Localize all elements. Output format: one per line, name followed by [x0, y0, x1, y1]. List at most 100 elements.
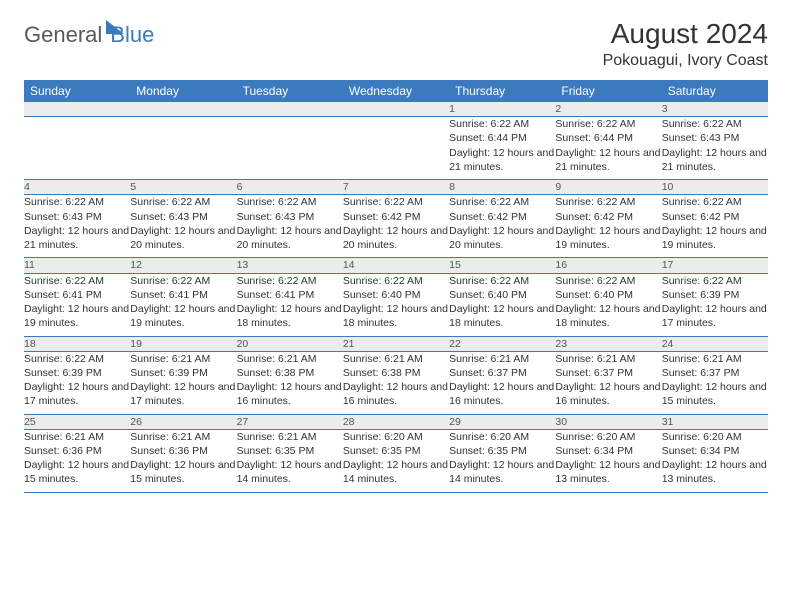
sunset-line: Sunset: 6:35 PM: [449, 444, 555, 458]
sunrise-line: Sunrise: 6:22 AM: [555, 274, 661, 288]
day-number-cell: 25: [24, 414, 130, 429]
day-number-cell: 11: [24, 258, 130, 273]
sunset-line: Sunset: 6:36 PM: [24, 444, 130, 458]
day-number-cell: 3: [662, 102, 768, 117]
sunset-line: Sunset: 6:37 PM: [662, 366, 768, 380]
page-title: August 2024: [603, 18, 768, 50]
sunrise-line: Sunrise: 6:22 AM: [343, 274, 449, 288]
weekday-header: Tuesday: [237, 80, 343, 102]
day-content-cell: Sunrise: 6:21 AMSunset: 6:36 PMDaylight:…: [130, 429, 236, 492]
calendar-header-row: SundayMondayTuesdayWednesdayThursdayFrid…: [24, 80, 768, 102]
day-content-cell: Sunrise: 6:20 AMSunset: 6:35 PMDaylight:…: [343, 429, 449, 492]
daylight-line: Daylight: 12 hours and 14 minutes.: [449, 458, 555, 486]
daylight-line: Daylight: 12 hours and 14 minutes.: [343, 458, 449, 486]
day-number-cell: [343, 102, 449, 117]
day-content-cell: Sunrise: 6:22 AMSunset: 6:43 PMDaylight:…: [662, 117, 768, 180]
sunrise-line: Sunrise: 6:21 AM: [555, 352, 661, 366]
daylight-line: Daylight: 12 hours and 15 minutes.: [24, 458, 130, 486]
sunset-line: Sunset: 6:42 PM: [555, 210, 661, 224]
sunrise-line: Sunrise: 6:22 AM: [237, 274, 343, 288]
day-number-cell: 13: [237, 258, 343, 273]
sunset-line: Sunset: 6:38 PM: [237, 366, 343, 380]
title-block: August 2024 Pokouagui, Ivory Coast: [603, 18, 768, 70]
daylight-line: Daylight: 12 hours and 18 minutes.: [237, 302, 343, 330]
day-number-row: 25262728293031: [24, 414, 768, 429]
day-content-cell: Sunrise: 6:21 AMSunset: 6:37 PMDaylight:…: [449, 351, 555, 414]
day-number-cell: 1: [449, 102, 555, 117]
weekday-header: Friday: [555, 80, 661, 102]
sunset-line: Sunset: 6:40 PM: [449, 288, 555, 302]
day-number-cell: 4: [24, 180, 130, 195]
day-number-cell: [24, 102, 130, 117]
daylight-line: Daylight: 12 hours and 16 minutes.: [449, 380, 555, 408]
daylight-line: Daylight: 12 hours and 21 minutes.: [555, 146, 661, 174]
day-content-cell: Sunrise: 6:22 AMSunset: 6:42 PMDaylight:…: [555, 195, 661, 258]
day-number-row: 11121314151617: [24, 258, 768, 273]
brand-text-general: General: [24, 22, 102, 48]
sunset-line: Sunset: 6:39 PM: [24, 366, 130, 380]
brand-logo: General Blue: [24, 22, 154, 48]
daylight-line: Daylight: 12 hours and 16 minutes.: [237, 380, 343, 408]
day-number-cell: 19: [130, 336, 236, 351]
day-content-cell: Sunrise: 6:22 AMSunset: 6:44 PMDaylight:…: [555, 117, 661, 180]
day-number-cell: 21: [343, 336, 449, 351]
day-number-cell: 28: [343, 414, 449, 429]
weekday-header: Thursday: [449, 80, 555, 102]
daylight-line: Daylight: 12 hours and 16 minutes.: [555, 380, 661, 408]
sunrise-line: Sunrise: 6:22 AM: [237, 195, 343, 209]
sunrise-line: Sunrise: 6:22 AM: [24, 195, 130, 209]
day-number-cell: 18: [24, 336, 130, 351]
daylight-line: Daylight: 12 hours and 20 minutes.: [343, 224, 449, 252]
sunset-line: Sunset: 6:43 PM: [237, 210, 343, 224]
day-number-row: 45678910: [24, 180, 768, 195]
day-content-cell: Sunrise: 6:22 AMSunset: 6:41 PMDaylight:…: [24, 273, 130, 336]
calendar-page: General Blue August 2024 Pokouagui, Ivor…: [0, 0, 792, 612]
sunset-line: Sunset: 6:34 PM: [555, 444, 661, 458]
daylight-line: Daylight: 12 hours and 19 minutes.: [662, 224, 768, 252]
sunset-line: Sunset: 6:39 PM: [662, 288, 768, 302]
day-number-cell: 6: [237, 180, 343, 195]
day-content-row: Sunrise: 6:22 AMSunset: 6:44 PMDaylight:…: [24, 117, 768, 180]
day-number-cell: 7: [343, 180, 449, 195]
day-content-cell: [237, 117, 343, 180]
day-number-cell: 2: [555, 102, 661, 117]
day-content-cell: Sunrise: 6:22 AMSunset: 6:44 PMDaylight:…: [449, 117, 555, 180]
sunrise-line: Sunrise: 6:20 AM: [662, 430, 768, 444]
sunset-line: Sunset: 6:42 PM: [343, 210, 449, 224]
day-number-cell: 15: [449, 258, 555, 273]
weekday-header: Saturday: [662, 80, 768, 102]
day-content-cell: Sunrise: 6:20 AMSunset: 6:35 PMDaylight:…: [449, 429, 555, 492]
sunrise-line: Sunrise: 6:21 AM: [343, 352, 449, 366]
day-content-cell: Sunrise: 6:21 AMSunset: 6:36 PMDaylight:…: [24, 429, 130, 492]
sunrise-line: Sunrise: 6:22 AM: [662, 195, 768, 209]
daylight-line: Daylight: 12 hours and 15 minutes.: [662, 380, 768, 408]
day-content-cell: Sunrise: 6:21 AMSunset: 6:38 PMDaylight:…: [343, 351, 449, 414]
daylight-line: Daylight: 12 hours and 18 minutes.: [449, 302, 555, 330]
day-content-cell: Sunrise: 6:21 AMSunset: 6:35 PMDaylight:…: [237, 429, 343, 492]
day-content-cell: [130, 117, 236, 180]
daylight-line: Daylight: 12 hours and 21 minutes.: [24, 224, 130, 252]
sunset-line: Sunset: 6:43 PM: [24, 210, 130, 224]
day-number-row: 123: [24, 102, 768, 117]
day-number-cell: 24: [662, 336, 768, 351]
daylight-line: Daylight: 12 hours and 14 minutes.: [237, 458, 343, 486]
day-content-cell: Sunrise: 6:22 AMSunset: 6:41 PMDaylight:…: [130, 273, 236, 336]
day-content-cell: Sunrise: 6:22 AMSunset: 6:41 PMDaylight:…: [237, 273, 343, 336]
sunrise-line: Sunrise: 6:21 AM: [130, 430, 236, 444]
sunrise-line: Sunrise: 6:22 AM: [555, 195, 661, 209]
sunrise-line: Sunrise: 6:22 AM: [24, 274, 130, 288]
weekday-header: Monday: [130, 80, 236, 102]
daylight-line: Daylight: 12 hours and 15 minutes.: [130, 458, 236, 486]
daylight-line: Daylight: 12 hours and 21 minutes.: [449, 146, 555, 174]
sunrise-line: Sunrise: 6:22 AM: [24, 352, 130, 366]
sunset-line: Sunset: 6:41 PM: [237, 288, 343, 302]
daylight-line: Daylight: 12 hours and 16 minutes.: [343, 380, 449, 408]
brand-triangle-icon: [106, 20, 124, 34]
sunrise-line: Sunrise: 6:21 AM: [237, 430, 343, 444]
day-content-cell: Sunrise: 6:20 AMSunset: 6:34 PMDaylight:…: [555, 429, 661, 492]
daylight-line: Daylight: 12 hours and 19 minutes.: [555, 224, 661, 252]
daylight-line: Daylight: 12 hours and 17 minutes.: [662, 302, 768, 330]
day-content-cell: Sunrise: 6:20 AMSunset: 6:34 PMDaylight:…: [662, 429, 768, 492]
weekday-header: Sunday: [24, 80, 130, 102]
sunset-line: Sunset: 6:39 PM: [130, 366, 236, 380]
